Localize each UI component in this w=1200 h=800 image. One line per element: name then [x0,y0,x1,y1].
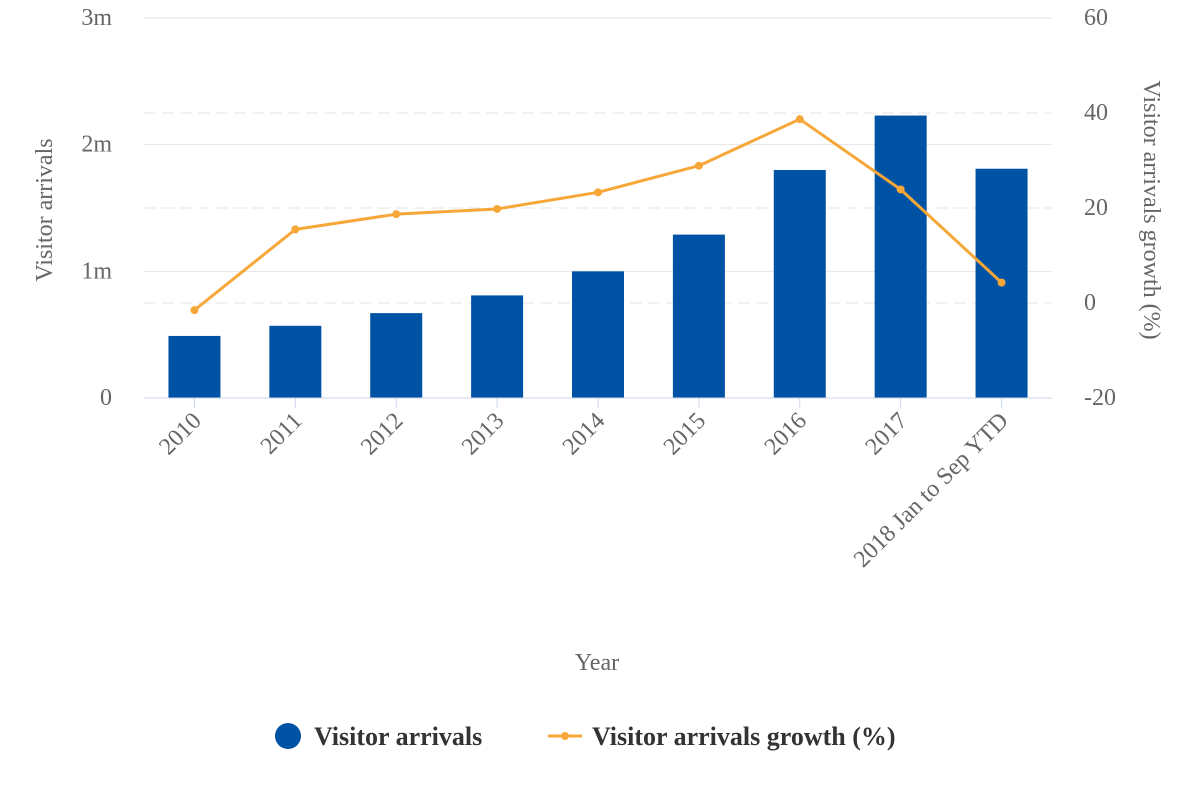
bar-series [168,115,1028,399]
growth-point [694,161,703,170]
x-tick-label: 2010 [154,408,206,460]
x-tick-label: 2017 [861,408,913,460]
x-tick-label: 2012 [356,408,408,460]
x-tick-label: 2011 [256,408,308,460]
growth-point [493,204,502,213]
growth-point [392,210,401,219]
legend-label: Visitor arrivals [314,722,482,751]
bar [471,295,524,398]
bar [672,234,725,398]
growth-point [997,278,1006,287]
y-axis-left-title: Visitor arrivals [32,138,58,281]
x-tick-label: 2016 [760,408,812,460]
growth-point [291,225,300,234]
y-right-tick-label: -20 [1084,385,1116,411]
x-tick-label: 2015 [659,408,711,460]
y-axis-right-title: Visitor arrivals growth (%) [1138,80,1164,339]
x-tick-label: 2013 [457,408,509,460]
y-left-tick-label: 1m [81,258,112,284]
y-right-tick-label: 20 [1084,195,1108,221]
legend-item-visitor-arrivals-growth[interactable]: Visitor arrivals growth (%) [548,722,896,751]
growth-point [896,185,905,194]
y-left-tick-label: 3m [81,5,112,31]
legend-bar-marker [275,723,301,749]
legend-line-dot [561,732,569,740]
y-right-tick-label: 60 [1084,5,1108,31]
y-right-tick-label: 0 [1084,290,1096,316]
growth-point [795,115,804,124]
y-left-tick-label: 0 [100,385,112,411]
legend-item-visitor-arrivals[interactable]: Visitor arrivals [275,722,482,751]
bar [773,170,826,398]
x-tick-label: 2014 [558,408,610,460]
bar [572,271,624,398]
bar [370,313,423,398]
growth-point [190,306,199,315]
y-left-tick-label: 2m [81,132,112,158]
bar [874,115,927,399]
y-right-tick-label: 40 [1084,100,1108,126]
bar [168,335,221,398]
legend-label: Visitor arrivals growth (%) [592,722,896,751]
line-series [190,115,1006,315]
x-axis-title: Year [575,650,619,676]
legend: Visitor arrivals Visitor arrivals growth… [275,722,896,751]
bar [269,325,322,398]
growth-point [594,188,602,197]
